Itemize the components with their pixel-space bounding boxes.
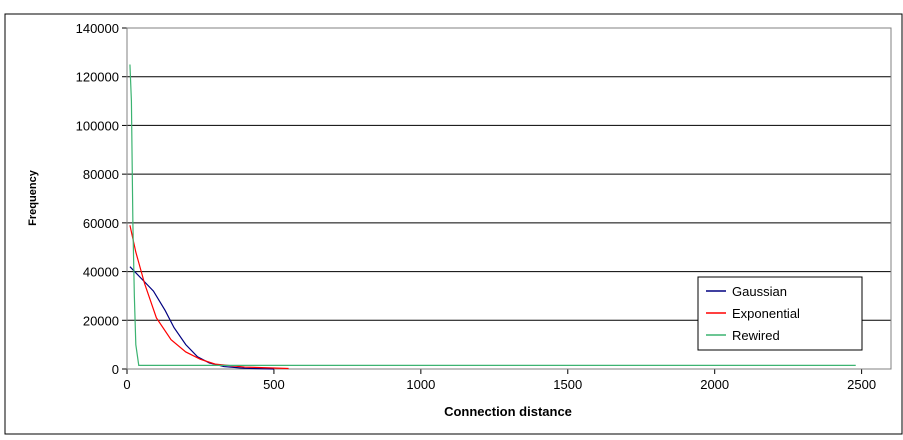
y-tick-label: 120000	[76, 70, 119, 85]
x-tick-label: 1000	[406, 377, 435, 392]
line-series	[129, 266, 274, 370]
legend-label: Rewired	[732, 328, 780, 343]
y-tick-label: 100000	[76, 118, 119, 133]
line-series	[129, 64, 856, 366]
y-tick-label: 40000	[83, 265, 119, 280]
x-axis-title: Connection distance	[444, 404, 572, 419]
y-tick-label: 0	[112, 362, 119, 377]
chart-frame	[4, 13, 903, 435]
x-tick-label: 2000	[700, 377, 729, 392]
legend-label: Exponential	[732, 306, 800, 321]
x-tick-label: 1500	[553, 377, 582, 392]
y-tick-label: 80000	[83, 167, 119, 182]
y-axis-title: Frequency	[27, 169, 39, 226]
y-tick-label: 140000	[76, 21, 119, 36]
x-tick-label: 0	[123, 377, 130, 392]
y-tick-label: 60000	[83, 216, 119, 231]
plot-area	[126, 27, 892, 370]
legend-label: Gaussian	[732, 284, 787, 299]
y-tick-label: 20000	[83, 313, 119, 328]
x-tick-label: 2500	[847, 377, 876, 392]
x-tick-label: 500	[263, 377, 285, 392]
